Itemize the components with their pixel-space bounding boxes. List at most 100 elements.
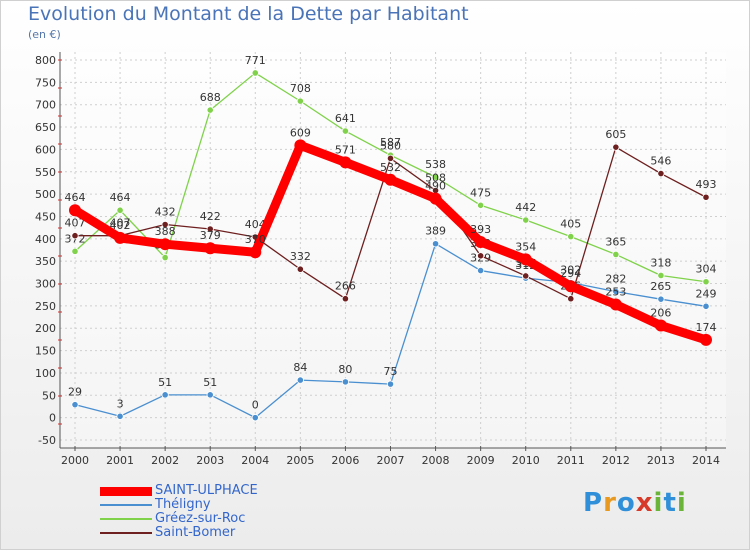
x-tick-label: 2013 xyxy=(647,454,675,467)
data-point-theligny xyxy=(296,376,304,384)
data-point-theligny xyxy=(161,391,169,399)
data-label-theligny: 249 xyxy=(696,287,717,300)
data-label-greez-sur-roc: 318 xyxy=(650,256,671,269)
legend-label-greez-sur-roc: Gréez-sur-Roc xyxy=(155,511,246,526)
y-tick-label: 250 xyxy=(35,300,56,313)
legend-label-saint-ulphace: SAINT-ULPHACE xyxy=(155,483,258,498)
data-point-saint-bomer xyxy=(386,154,395,162)
data-label-saint-ulphace: 532 xyxy=(380,161,401,174)
legend-swatch-greez-sur-roc xyxy=(100,518,152,520)
y-tick-label: 50 xyxy=(42,389,56,402)
brand-letter: i xyxy=(676,488,687,518)
data-label-theligny: 282 xyxy=(605,273,626,286)
data-label-theligny: 29 xyxy=(68,386,82,399)
x-tick-label: 2004 xyxy=(241,454,269,467)
data-point-saint-bomer xyxy=(341,295,350,303)
brand-letter: o xyxy=(616,488,636,518)
line-chart: 8007507006506005505004504003503002502001… xyxy=(35,52,726,467)
data-label-saint-bomer: 546 xyxy=(650,155,671,168)
data-label-saint-ulphace: 393 xyxy=(470,223,491,236)
data-label-greez-sur-roc: 587 xyxy=(380,136,401,149)
data-label-saint-ulphace: 370 xyxy=(245,233,266,246)
x-tick-label: 2008 xyxy=(422,454,450,467)
y-tick-label: 100 xyxy=(35,367,56,380)
data-point-saint-ulphace xyxy=(114,231,127,244)
data-point-saint-ulphace xyxy=(159,238,172,251)
data-point-greez-sur-roc xyxy=(161,254,169,262)
legend-label-saint-bomer: Saint-Bomer xyxy=(155,525,236,540)
brand-logo: Proxiti xyxy=(583,488,687,518)
data-point-theligny xyxy=(116,412,124,420)
data-label-theligny: 265 xyxy=(650,280,671,293)
y-tick-label: 450 xyxy=(35,210,56,223)
data-point-saint-bomer xyxy=(612,143,620,151)
x-tick-label: 2012 xyxy=(602,454,630,467)
data-label-saint-ulphace: 402 xyxy=(110,219,131,232)
y-tick-label: 150 xyxy=(35,345,56,358)
brand-letter: x xyxy=(635,488,654,518)
data-point-saint-ulphace xyxy=(564,280,577,293)
data-point-saint-ulphace xyxy=(204,242,217,255)
legend-swatch-theligny xyxy=(100,504,152,506)
y-tick-label: 350 xyxy=(35,255,56,268)
data-label-theligny: 51 xyxy=(203,376,217,389)
data-label-theligny: 302 xyxy=(560,264,581,277)
data-point-greez-sur-roc xyxy=(567,232,575,241)
x-tick-label: 2010 xyxy=(512,454,540,467)
x-tick-label: 2000 xyxy=(61,454,89,467)
data-label-saint-bomer: 407 xyxy=(65,217,86,230)
data-point-greez-sur-roc xyxy=(612,250,620,259)
data-label-saint-ulphace: 464 xyxy=(65,191,86,204)
x-tick-label: 2009 xyxy=(467,454,495,467)
data-point-saint-bomer xyxy=(161,220,169,229)
data-point-theligny xyxy=(206,391,214,399)
data-label-saint-ulphace: 354 xyxy=(515,240,536,253)
data-point-saint-bomer xyxy=(477,252,485,260)
data-label-saint-bomer: 508 xyxy=(425,172,446,185)
data-label-theligny: 80 xyxy=(338,363,352,376)
y-tick-label: 600 xyxy=(35,143,56,156)
y-tick-label: -50 xyxy=(38,434,56,447)
y-tick-label: 800 xyxy=(35,54,56,67)
x-tick-label: 2001 xyxy=(106,454,134,467)
data-label-saint-bomer: 493 xyxy=(696,178,717,191)
data-label-saint-ulphace: 490 xyxy=(425,180,446,193)
y-tick-label: 200 xyxy=(35,322,56,335)
data-point-saint-ulphace xyxy=(249,246,262,259)
brand-letter: r xyxy=(603,488,617,518)
x-tick-label: 2006 xyxy=(331,454,359,467)
data-point-saint-bomer xyxy=(702,193,710,201)
data-label-saint-ulphace: 571 xyxy=(335,143,356,156)
data-point-theligny xyxy=(657,295,665,303)
data-point-saint-ulphace xyxy=(700,333,712,346)
data-label-greez-sur-roc: 304 xyxy=(696,263,717,276)
data-point-greez-sur-roc xyxy=(657,271,665,280)
data-point-saint-ulphace xyxy=(294,139,307,152)
y-tick-label: 400 xyxy=(35,233,56,246)
brand-letter: t xyxy=(663,488,677,518)
brand-letter: P xyxy=(583,488,604,518)
data-point-greez-sur-roc xyxy=(431,173,440,181)
data-label-saint-ulphace: 388 xyxy=(155,225,176,238)
x-tick-label: 2014 xyxy=(692,454,720,467)
data-point-theligny xyxy=(341,378,350,386)
data-label-saint-bomer: 332 xyxy=(290,250,311,263)
chart-title: Evolution du Montant de la Dette par Hab… xyxy=(28,3,469,25)
data-point-saint-ulphace xyxy=(609,298,622,311)
data-point-saint-bomer xyxy=(71,232,79,240)
x-tick-label: 2007 xyxy=(377,454,405,467)
data-label-greez-sur-roc: 405 xyxy=(560,218,581,231)
data-label-greez-sur-roc: 365 xyxy=(605,235,626,248)
data-point-saint-bomer xyxy=(657,169,665,178)
data-label-theligny: 75 xyxy=(384,365,398,378)
data-label-greez-sur-roc: 464 xyxy=(110,191,131,204)
data-point-saint-ulphace xyxy=(474,235,487,248)
data-label-greez-sur-roc: 641 xyxy=(335,112,356,125)
y-tick-label: 750 xyxy=(35,76,56,89)
data-label-saint-bomer: 605 xyxy=(605,128,626,141)
data-label-theligny: 3 xyxy=(117,397,124,410)
data-label-saint-ulphace: 609 xyxy=(290,126,311,139)
data-label-theligny: 389 xyxy=(425,225,446,238)
data-label-theligny: 84 xyxy=(293,361,307,374)
data-label-saint-bomer: 407 xyxy=(110,217,131,230)
